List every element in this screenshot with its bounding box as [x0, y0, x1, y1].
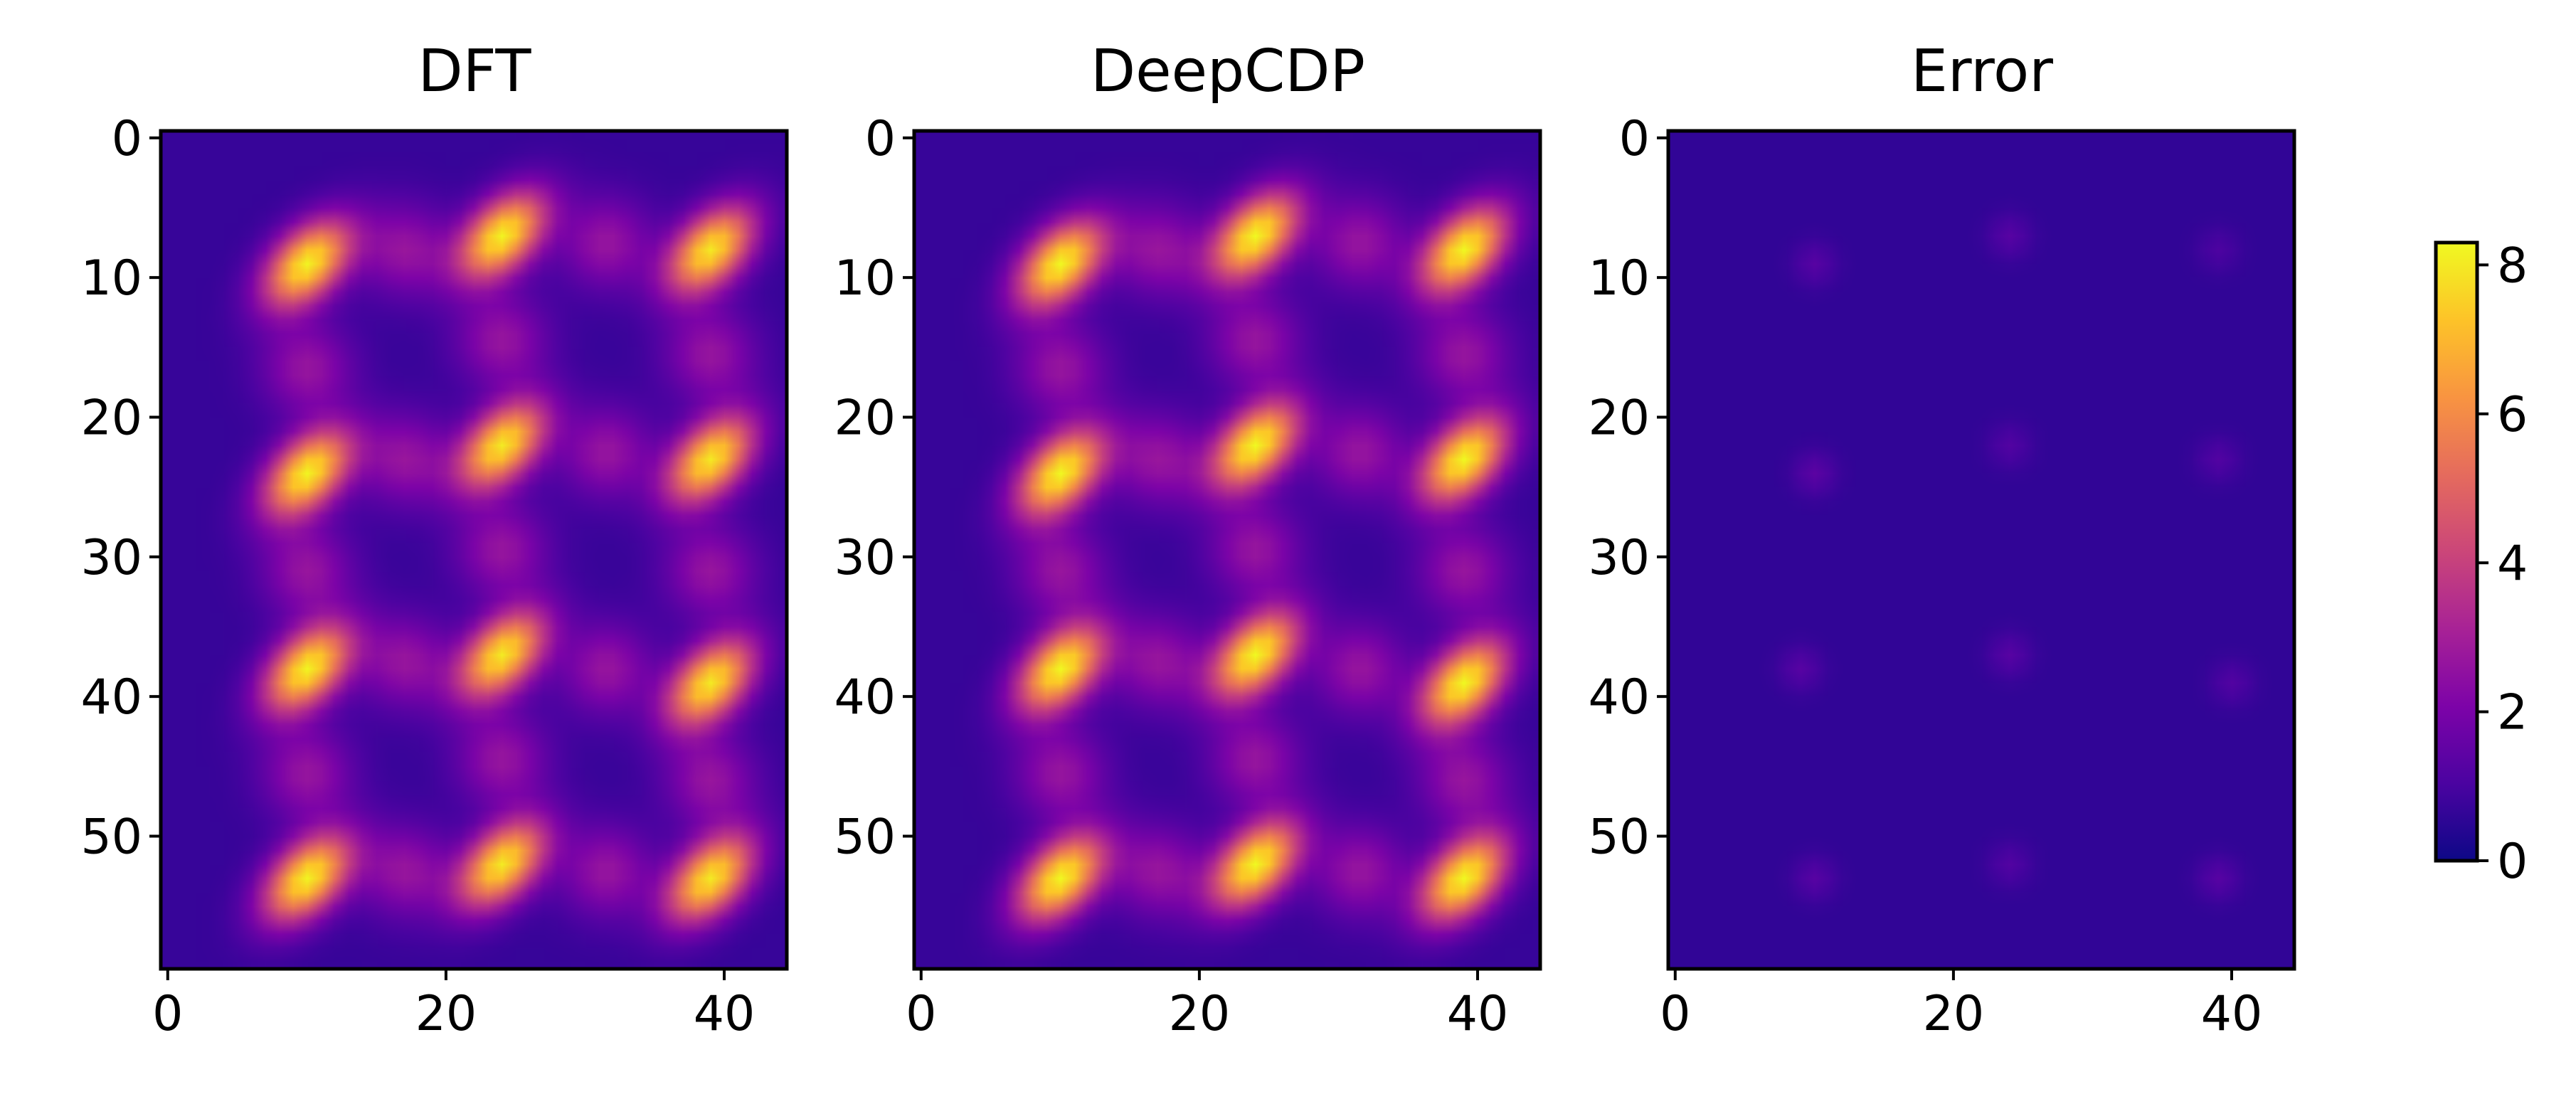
y-tick-label: 30: [834, 530, 896, 586]
y-tick-label: 50: [834, 809, 896, 865]
panel-error: Error 0 20 40 0 10 20 30 40 50: [1588, 38, 2296, 1042]
heatmap-deepcdp: [914, 131, 1540, 969]
y-tick-label: 20: [80, 390, 142, 446]
panel-dft: DFT 0 20 40 0 10 20 30 40 50: [80, 38, 789, 1042]
colorbar-tick-label: 2: [2497, 685, 2528, 741]
y-tick-label: 10: [1588, 250, 1650, 307]
ticks-deepcdp: 0 20 40 0 10 20 30 40 50: [834, 111, 1508, 1042]
panel-title-error: Error: [1911, 38, 2053, 105]
y-tick-label: 30: [1588, 530, 1650, 586]
colorbar-tick-label: 4: [2497, 536, 2528, 592]
axes-frame-error: [1666, 129, 2296, 971]
colorbar-tick-label: 0: [2497, 834, 2528, 890]
y-tick-label: 10: [80, 250, 142, 307]
y-tick-label: 20: [1588, 390, 1650, 446]
colorbar: 0 2 4 6 8: [2434, 238, 2528, 890]
heatmap-dft: [161, 131, 787, 969]
colorbar-gradient: [2434, 240, 2479, 863]
y-tick-label: 40: [80, 669, 142, 726]
y-tick-label: 0: [865, 111, 896, 167]
y-tick-label: 0: [1619, 111, 1650, 167]
y-tick-label: 20: [834, 390, 896, 446]
y-tick-label: 50: [1588, 809, 1650, 865]
y-tick-label: 10: [834, 250, 896, 307]
x-tick-label: 0: [1660, 986, 1690, 1042]
x-tick-label: 40: [1447, 986, 1509, 1042]
ticks-dft: 0 20 40 0 10 20 30 40 50: [80, 111, 755, 1042]
heatmap-error: [1668, 131, 2294, 969]
panel-deepcdp: DeepCDP 0 20 40 0 10 20 30 40 50: [834, 38, 1542, 1042]
x-tick-label: 20: [1169, 986, 1231, 1042]
panel-title-dft: DFT: [418, 38, 532, 105]
x-tick-label: 40: [2201, 986, 2263, 1042]
y-tick-label: 40: [834, 669, 896, 726]
x-tick-label: 20: [415, 986, 477, 1042]
y-tick-label: 0: [112, 111, 142, 167]
x-tick-label: 0: [906, 986, 936, 1042]
ticks-error: 0 20 40 0 10 20 30 40 50: [1588, 111, 2262, 1042]
colorbar-tick-label: 8: [2497, 238, 2528, 294]
x-tick-label: 20: [1923, 986, 1985, 1042]
x-tick-label: 0: [152, 986, 183, 1042]
x-tick-label: 40: [694, 986, 756, 1042]
axes-frame-dft: [159, 129, 789, 971]
panel-title-deepcdp: DeepCDP: [1091, 38, 1365, 105]
axes-frame-deepcdp: [912, 129, 1542, 971]
colorbar-tick-label: 6: [2497, 387, 2528, 443]
y-tick-label: 40: [1588, 669, 1650, 726]
y-tick-label: 30: [80, 530, 142, 586]
y-tick-label: 50: [80, 809, 142, 865]
colorbar-ticks: 0 2 4 6 8: [2477, 238, 2528, 890]
